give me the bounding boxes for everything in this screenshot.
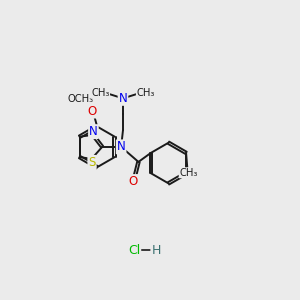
Text: S: S [88,156,96,169]
Text: N: N [118,92,127,105]
Text: CH₃: CH₃ [136,88,155,98]
Text: N: N [89,125,98,138]
Text: OCH₃: OCH₃ [68,94,94,104]
Text: Cl: Cl [128,244,140,257]
Text: CH₃: CH₃ [91,88,110,98]
Text: O: O [87,105,97,118]
Text: H: H [152,244,161,257]
Text: CH₃: CH₃ [179,168,198,178]
Text: O: O [128,175,138,188]
Text: N: N [117,140,125,153]
